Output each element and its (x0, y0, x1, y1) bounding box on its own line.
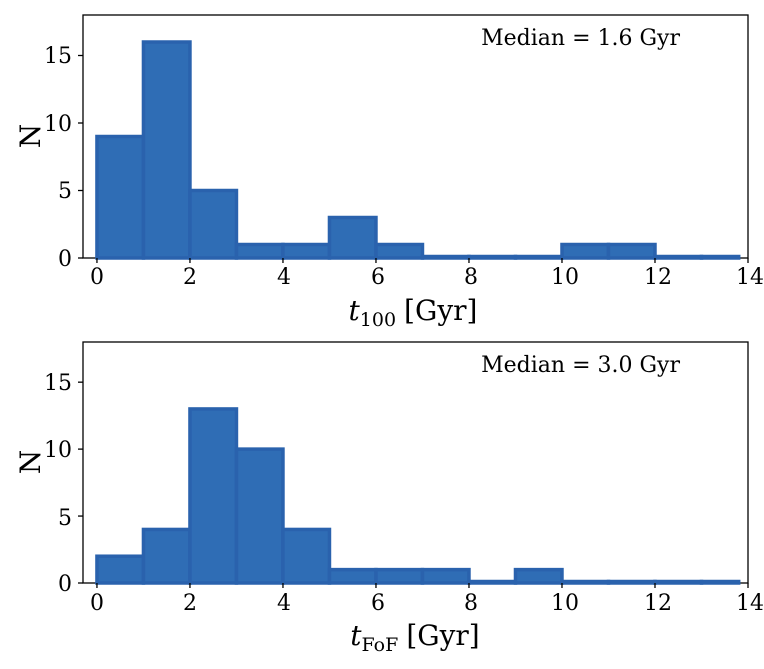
y-tick-labels: 0 5 10 15 (44, 371, 72, 597)
histogram-bar (374, 567, 425, 585)
x-tick-label: 0 (90, 591, 104, 616)
histogram-bar (327, 215, 378, 260)
x-tick-label: 4 (277, 265, 291, 290)
histogram-bar (327, 567, 378, 585)
x-axis-unit: [Gyr] (406, 619, 479, 652)
histogram-bar (141, 527, 192, 585)
panel-t100: 0 5 10 15 0 2 4 6 8 10 12 14 N t100 [Gyr]… (14, 14, 764, 331)
histogram-bar (188, 407, 239, 585)
y-tick-label: 5 (58, 179, 72, 204)
median-annotation: Median = 1.6 Gyr (481, 26, 680, 51)
panel-tfof: 0 5 10 15 0 2 4 6 8 10 12 14 N tFoF [Gyr]… (14, 341, 764, 656)
x-axis-subscript: 100 (360, 309, 396, 331)
y-tick-label: 10 (44, 438, 72, 463)
histogram-bar (699, 579, 741, 585)
histogram-bar (560, 579, 611, 585)
histogram-bar (141, 40, 192, 260)
axis-ticks (78, 381, 749, 588)
x-tick-label: 14 (736, 591, 764, 616)
x-axis-unit: [Gyr] (404, 294, 477, 327)
x-tick-label: 6 (371, 591, 385, 616)
x-tick-label: 12 (644, 265, 672, 290)
x-axis-variable: t (350, 619, 362, 652)
x-tick-label: 10 (551, 591, 579, 616)
x-tick-label: 14 (736, 265, 764, 290)
y-tick-label: 10 (44, 112, 72, 137)
histogram-bar (653, 579, 704, 585)
x-tick-label: 4 (277, 591, 291, 616)
axis-ticks (78, 54, 749, 263)
x-tick-label: 2 (183, 591, 197, 616)
histogram-bar (95, 554, 146, 585)
y-axis-label: N (14, 450, 47, 475)
x-axis-label: t100 [Gyr] (349, 294, 478, 331)
histogram-bar (513, 567, 564, 585)
x-tick-label: 0 (90, 265, 104, 290)
histogram-bar (420, 254, 471, 260)
histogram-bar (95, 134, 146, 260)
y-axis-label: N (14, 124, 47, 149)
histogram-bar (560, 242, 611, 260)
x-tick-label: 2 (183, 265, 197, 290)
histogram-bar (699, 254, 741, 260)
x-tick-labels: 0 2 4 6 8 10 12 14 (90, 265, 764, 290)
histogram-bar (653, 254, 704, 260)
x-tick-label: 12 (644, 591, 672, 616)
x-tick-label: 8 (464, 265, 478, 290)
y-tick-label: 0 (58, 572, 72, 597)
y-tick-label: 15 (44, 44, 72, 69)
histogram-bar (467, 254, 518, 260)
histogram-bar (281, 527, 332, 585)
histogram-bar (188, 188, 239, 260)
x-axis-subscript: FoF (362, 634, 399, 656)
histogram-bars (95, 40, 741, 260)
y-tick-label: 5 (58, 506, 72, 531)
histogram-bar (420, 567, 471, 585)
x-tick-labels: 0 2 4 6 8 10 12 14 (90, 591, 764, 616)
histogram-bar (467, 579, 518, 585)
y-tick-label: 15 (44, 371, 72, 396)
histogram-bar (513, 254, 564, 260)
x-axis-label: tFoF [Gyr] (350, 619, 479, 656)
median-annotation: Median = 3.0 Gyr (481, 353, 680, 378)
x-axis-variable: t (349, 294, 361, 327)
histogram-bar (234, 447, 285, 585)
histogram-bar (234, 242, 285, 260)
histogram-bar (606, 579, 657, 585)
y-tick-labels: 0 5 10 15 (44, 44, 72, 272)
x-tick-label: 8 (464, 591, 478, 616)
y-tick-label: 0 (58, 247, 72, 272)
histogram-bars (95, 407, 741, 585)
x-tick-label: 6 (371, 265, 385, 290)
histogram-bar (374, 242, 425, 260)
histogram-bar (281, 242, 332, 260)
histogram-bar (606, 242, 657, 260)
x-tick-label: 10 (551, 265, 579, 290)
